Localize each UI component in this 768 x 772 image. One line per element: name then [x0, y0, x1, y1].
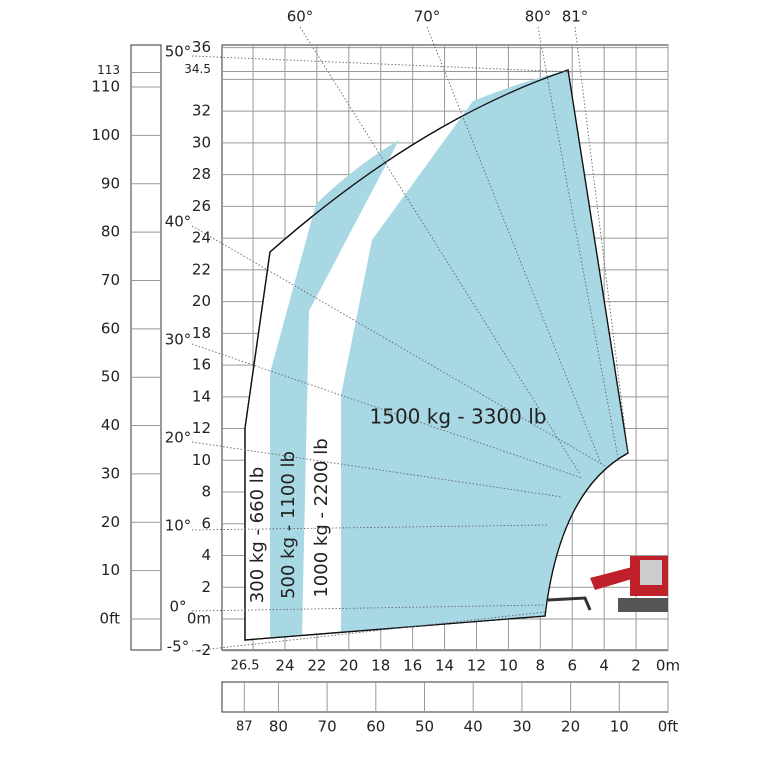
height-ft-label: 30 — [101, 464, 120, 482]
angle-label: 10° — [165, 517, 192, 535]
zone-500 — [270, 140, 399, 637]
reach-ft-label: 20 — [561, 718, 580, 736]
angle-label: 40° — [165, 213, 192, 231]
height-m-label: -2 — [196, 641, 211, 659]
angle-label: 80° — [525, 8, 552, 26]
angle-label: 30° — [165, 331, 192, 349]
height-m-label: 34.5 — [184, 62, 211, 76]
angle-line — [191, 441, 563, 498]
reach-ft-label: 40 — [464, 718, 483, 736]
height-ft-label: 80 — [101, 223, 120, 241]
angle-label: -5° — [167, 638, 189, 656]
reach-m-label: 24 — [275, 657, 294, 675]
height-m-label: 8 — [201, 483, 211, 501]
reach-ft-label: 87 — [236, 720, 253, 735]
height-m-label: 32 — [192, 102, 211, 120]
zone-label: 300 kg - 660 lb — [247, 467, 268, 603]
height-ft-label: 110 — [91, 78, 120, 96]
height-ft-label: 90 — [101, 174, 120, 192]
reach-m-label: 12 — [467, 657, 486, 675]
reach-m-label: 8 — [536, 657, 546, 675]
height-m-label: 22 — [192, 260, 211, 278]
ft-reach-box — [221, 681, 669, 713]
reach-ft-label: 50 — [415, 718, 434, 736]
height-ft-label: 0ft — [100, 610, 121, 628]
reach-m-label: 10 — [499, 657, 518, 675]
angle-label: 81° — [562, 8, 589, 26]
angle-line — [191, 604, 546, 612]
reach-m-label: 4 — [599, 657, 609, 675]
angle-label: 50° — [165, 43, 192, 61]
angle-label: 60° — [287, 8, 314, 26]
reach-ft-label: 80 — [269, 718, 288, 736]
reach-ft-label: 70 — [318, 718, 337, 736]
reach-m-label: 26.5 — [231, 659, 260, 674]
reach-ft-label: 0ft — [658, 718, 679, 736]
envelope-outline — [244, 69, 629, 641]
height-ft-label: 50 — [101, 368, 120, 386]
reach-m-label: 20 — [339, 657, 358, 675]
height-m-label: 10 — [192, 451, 211, 469]
reach-m-label: 2 — [631, 657, 641, 675]
zone-label: 1000 kg - 2200 lb — [311, 438, 332, 597]
angle-line — [191, 343, 583, 479]
height-m-label: 26 — [192, 197, 211, 215]
forks — [547, 596, 592, 611]
reach-ft-label: 60 — [366, 718, 385, 736]
angle-line — [191, 225, 606, 467]
height-m-label: 0m — [187, 610, 211, 628]
height-m-label: 12 — [192, 419, 211, 437]
reach-m-label: 14 — [435, 657, 454, 675]
angle-line — [299, 26, 581, 475]
reach-ft-label: 30 — [512, 718, 531, 736]
height-m-label: 36 — [192, 38, 211, 56]
window — [640, 560, 662, 585]
reach-m-label: 16 — [403, 657, 422, 675]
reach-ft-label: 10 — [610, 718, 629, 736]
height-m-label: 30 — [192, 133, 211, 151]
height-ft-label: 10 — [101, 561, 120, 579]
height-ft-label: 100 — [91, 126, 120, 144]
height-m-label: 28 — [192, 165, 211, 183]
height-ft-label: 70 — [101, 271, 120, 289]
reach-m-label: 18 — [371, 657, 390, 675]
height-ft-label: 60 — [101, 319, 120, 337]
height-ft-label: 113 — [97, 63, 120, 77]
height-m-label: 16 — [192, 356, 211, 374]
angle-label: 0° — [169, 598, 186, 616]
machine — [547, 556, 668, 612]
height-m-label: 2 — [201, 578, 211, 596]
height-ft-label: 20 — [101, 513, 120, 531]
height-m-label: 20 — [192, 292, 211, 310]
chassis — [618, 598, 668, 612]
zone-label: 1500 kg - 3300 lb — [370, 405, 547, 429]
zone-label: 500 kg - 1100 lb — [278, 451, 299, 599]
angle-line — [191, 55, 573, 73]
height-m-label: 6 — [201, 514, 211, 532]
angle-line — [574, 26, 629, 454]
angle-lines — [191, 26, 629, 652]
ft-axis-box — [130, 44, 162, 651]
height-m-label: 24 — [192, 229, 211, 247]
height-m-label: 4 — [201, 546, 211, 564]
angle-label: 70° — [414, 8, 441, 26]
height-m-label: 14 — [192, 387, 211, 405]
height-m-label: 18 — [192, 324, 211, 342]
reach-m-label: 6 — [567, 657, 577, 675]
angle-label: 20° — [165, 429, 192, 447]
zone-1500 — [341, 70, 628, 632]
reach-m-label: 22 — [307, 657, 326, 675]
angle-line — [537, 26, 619, 459]
height-ft-label: 40 — [101, 416, 120, 434]
reach-m-label: 0m — [656, 657, 680, 675]
